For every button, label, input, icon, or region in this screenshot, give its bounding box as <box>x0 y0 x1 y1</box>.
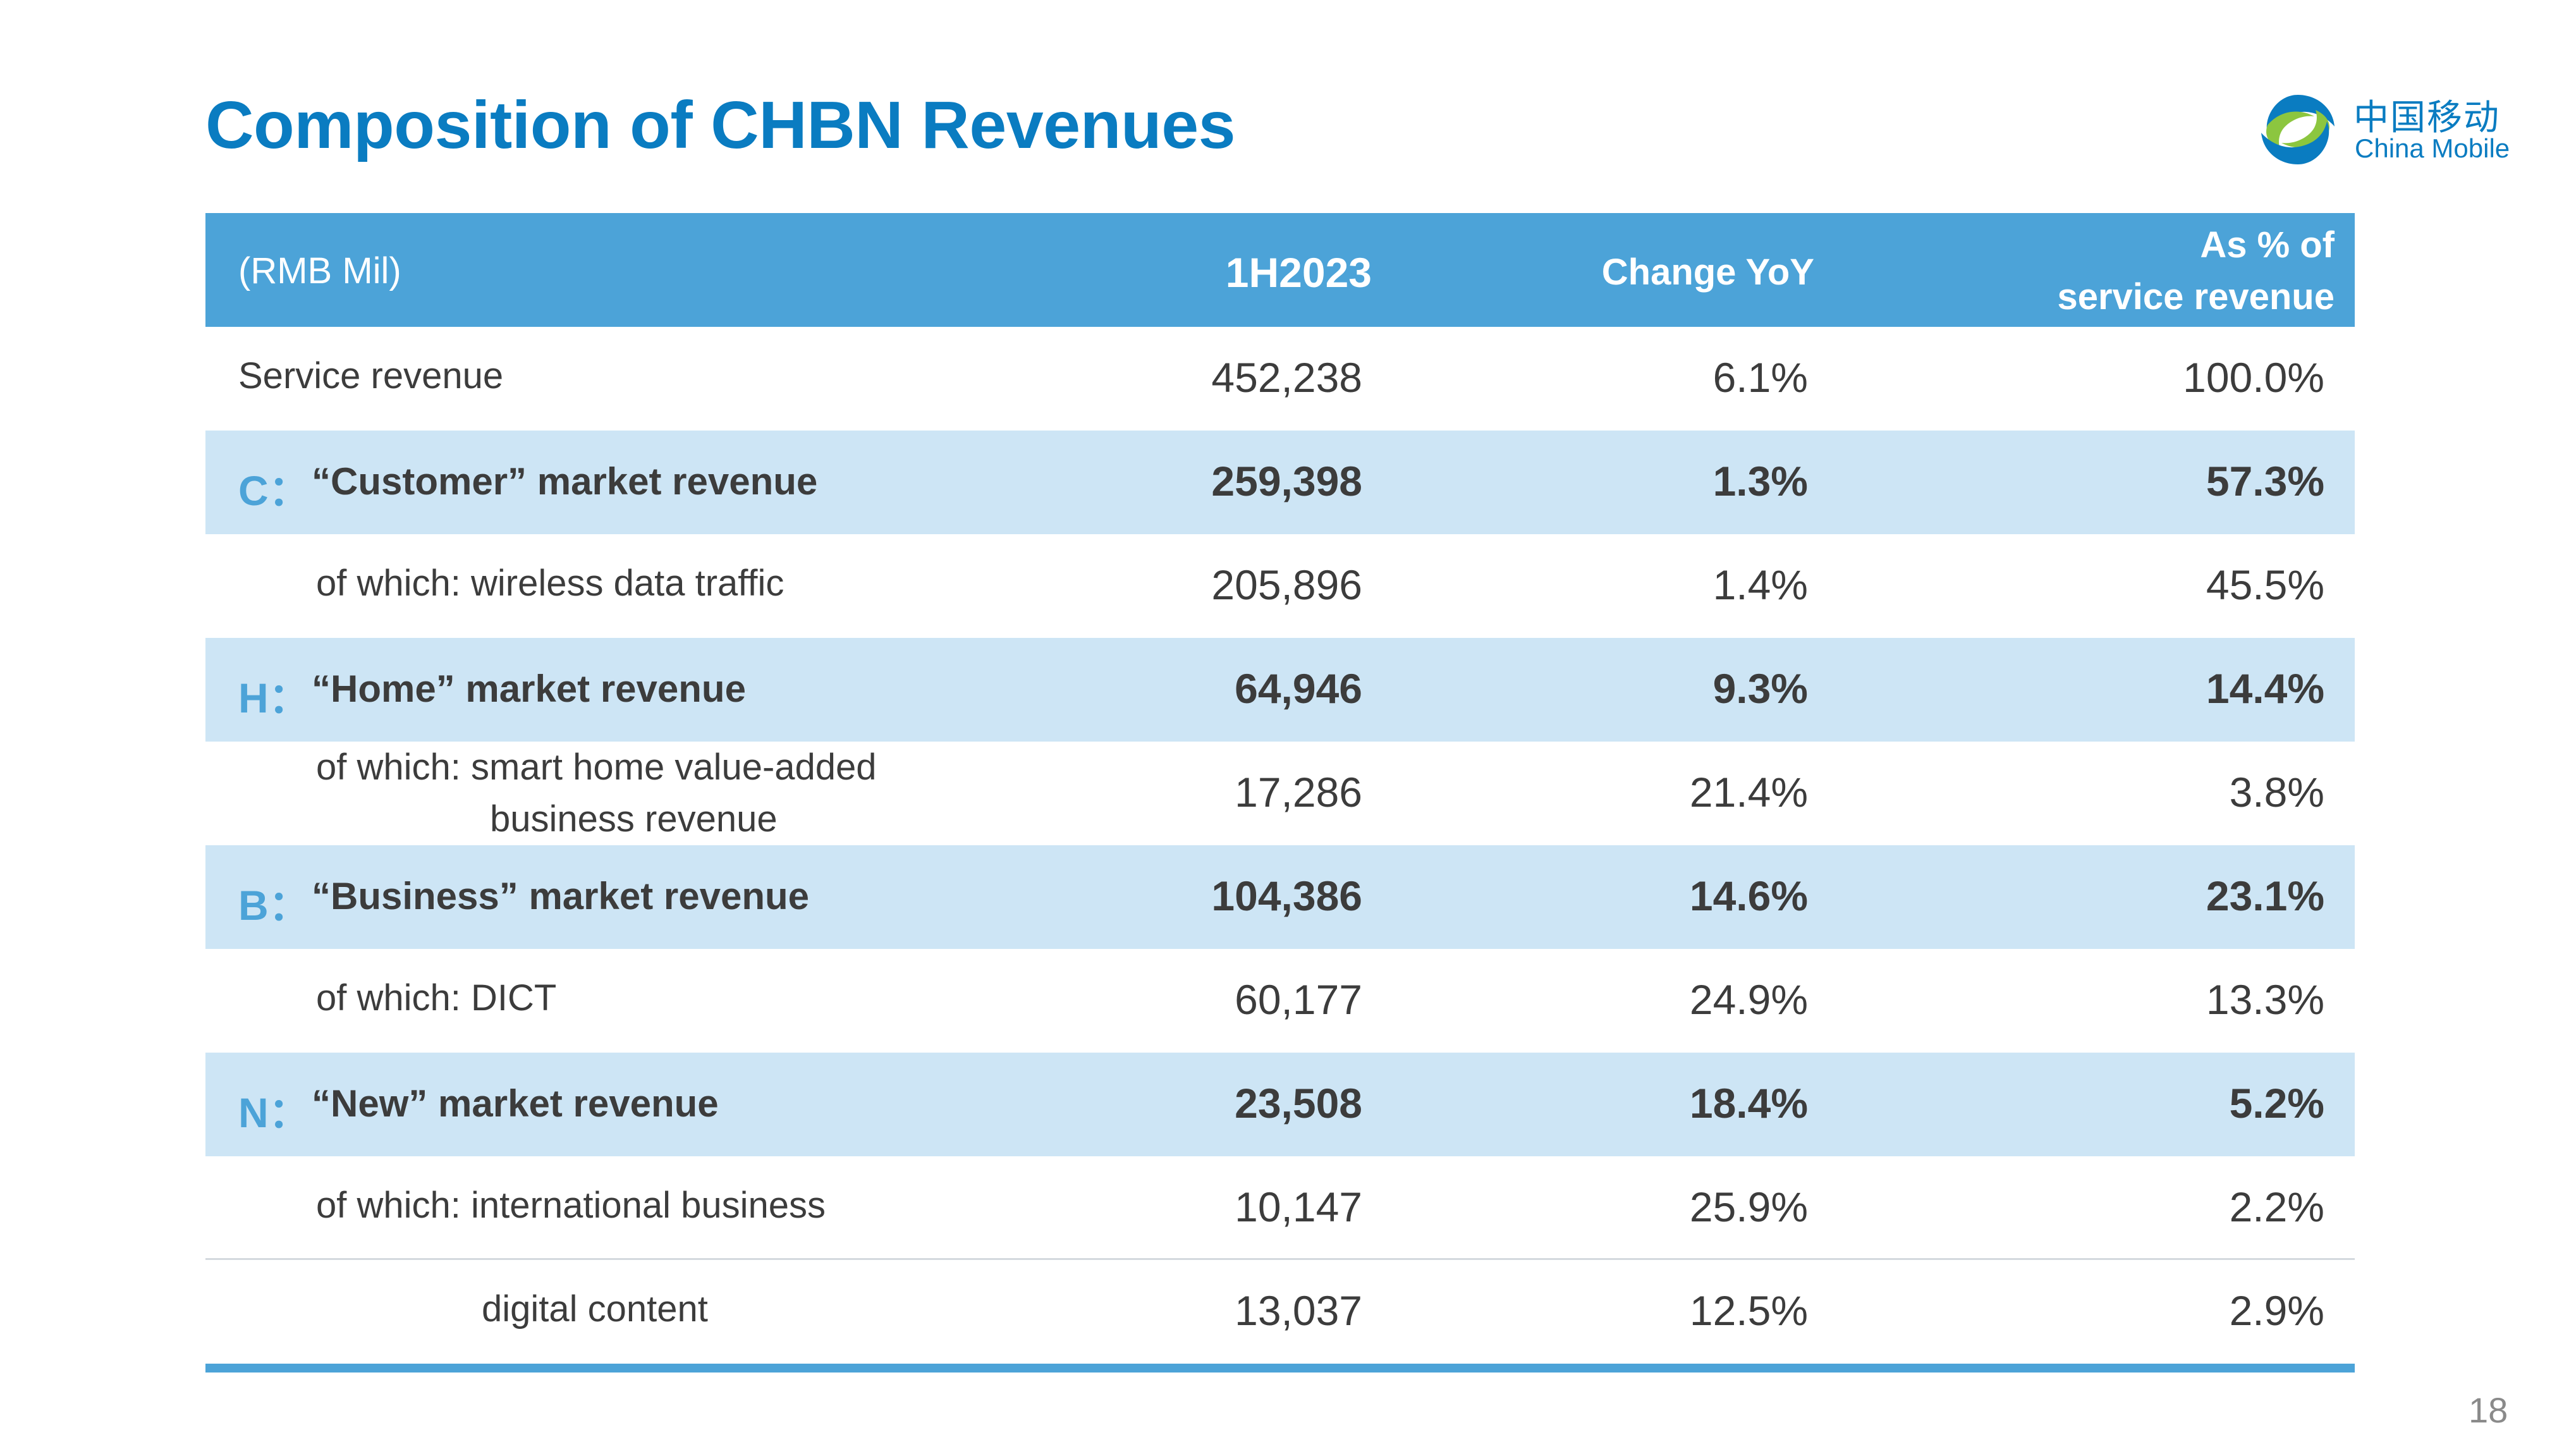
segment-letter: C： <box>238 467 310 514</box>
value-share: 13.3% <box>2206 976 2324 1023</box>
row-label: “Customer” market revenue <box>312 460 818 503</box>
row-label: of which: international business <box>316 1185 826 1226</box>
slide-title: Composition of CHBN Revenues <box>205 88 1236 162</box>
row-label-line1: of which: smart home value-added <box>316 747 877 788</box>
value-change-yoy: 1.3% <box>1712 458 1808 504</box>
period-header: 1H2023 <box>1225 249 1372 296</box>
table-row: Service revenue 452,238 6.1% 100.0% <box>205 327 2355 431</box>
row-label: “Home” market revenue <box>312 668 746 710</box>
value-change-yoy: 6.1% <box>1712 354 1808 401</box>
value-change-yoy: 1.4% <box>1712 561 1808 608</box>
value-1h2023: 23,508 <box>1235 1080 1362 1127</box>
segment-letter: N： <box>238 1089 310 1136</box>
value-change-yoy: 25.9% <box>1689 1183 1808 1230</box>
china-mobile-logo: 中国移动 China Mobile <box>2254 85 2519 171</box>
share-header: As % of service revenue <box>2057 219 2335 323</box>
table-row: of which: international business 10,147 … <box>205 1156 2355 1260</box>
value-change-yoy: 9.3% <box>1712 665 1808 712</box>
value-share: 2.9% <box>2229 1287 2324 1334</box>
table-bottom-rule <box>205 1364 2355 1373</box>
china-mobile-logo-icon <box>2261 95 2335 164</box>
segment-letter: B： <box>238 882 310 929</box>
row-label: “Business” market revenue <box>312 875 810 917</box>
table-row: of which: wireless data traffic 205,896 … <box>205 534 2355 638</box>
table-row: of which: DICT 60,177 24.9% 13.3% <box>205 949 2355 1053</box>
logo-english-name: China Mobile <box>2355 133 2510 163</box>
value-share: 5.2% <box>2229 1080 2324 1127</box>
change-yoy-header: Change YoY <box>1601 252 1814 293</box>
segment-letter: H： <box>238 675 310 721</box>
row-label-line2: business revenue <box>490 798 778 840</box>
share-header-line1: As % of <box>2200 224 2335 266</box>
value-1h2023: 259,398 <box>1211 458 1362 504</box>
table-header: (RMB Mil) 1H2023 Change YoY As % of serv… <box>205 213 2355 327</box>
value-1h2023: 104,386 <box>1211 872 1362 919</box>
table-row-segment-b: B： “Business” market revenue 104,386 14.… <box>205 845 2355 949</box>
value-1h2023: 205,896 <box>1211 561 1362 608</box>
value-1h2023: 64,946 <box>1235 665 1362 712</box>
logo-chinese-name: 中国移动 <box>2353 97 2500 138</box>
share-header-line2: service revenue <box>2057 276 2335 317</box>
value-change-yoy: 14.6% <box>1689 872 1808 919</box>
row-label: digital content <box>482 1288 708 1330</box>
value-share: 14.4% <box>2206 665 2324 712</box>
unit-header: (RMB Mil) <box>238 250 401 291</box>
value-share: 45.5% <box>2206 561 2324 608</box>
row-label: Service revenue <box>238 355 504 396</box>
value-change-yoy: 24.9% <box>1689 976 1808 1023</box>
revenue-table: (RMB Mil) 1H2023 Change YoY As % of serv… <box>205 213 2355 1373</box>
value-1h2023: 17,286 <box>1235 769 1362 816</box>
table-row: digital content 13,037 12.5% 2.9% <box>205 1260 2355 1364</box>
value-1h2023: 452,238 <box>1211 354 1362 401</box>
row-label: of which: smart home value-added busines… <box>316 742 877 845</box>
value-share: 23.1% <box>2206 872 2324 919</box>
value-change-yoy: 18.4% <box>1689 1080 1808 1127</box>
page-number: 18 <box>2469 1390 2508 1430</box>
table-row-segment-h: H： “Home” market revenue 64,946 9.3% 14.… <box>205 638 2355 742</box>
row-label: of which: wireless data traffic <box>316 563 784 604</box>
table-row-segment-c: C： “Customer” market revenue 259,398 1.3… <box>205 431 2355 534</box>
value-change-yoy: 12.5% <box>1689 1287 1808 1334</box>
value-share: 100.0% <box>2183 354 2324 401</box>
value-share: 2.2% <box>2229 1183 2324 1230</box>
value-1h2023: 13,037 <box>1235 1287 1362 1334</box>
table-row-segment-n: N： “New” market revenue 23,508 18.4% 5.2… <box>205 1053 2355 1156</box>
table-row: of which: smart home value-added busines… <box>205 742 2355 845</box>
value-1h2023: 60,177 <box>1235 976 1362 1023</box>
value-share: 3.8% <box>2229 769 2324 816</box>
row-label: of which: DICT <box>316 977 557 1018</box>
row-label: “New” market revenue <box>312 1082 719 1125</box>
value-share: 57.3% <box>2206 458 2324 504</box>
value-change-yoy: 21.4% <box>1689 769 1808 816</box>
value-1h2023: 10,147 <box>1235 1183 1362 1230</box>
